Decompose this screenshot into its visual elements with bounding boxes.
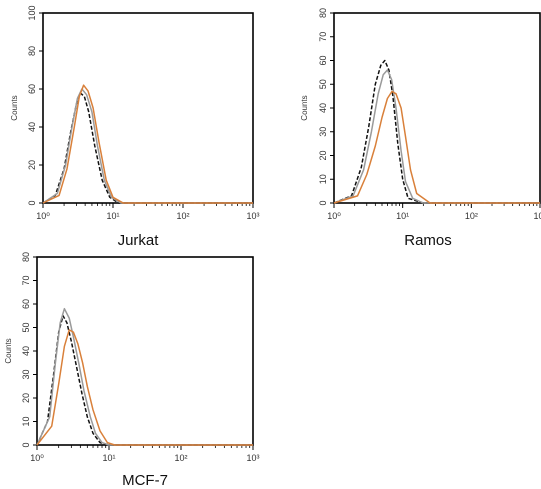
x-tick-label: 10⁰: [36, 211, 50, 221]
x-tick-label: 10¹: [102, 453, 115, 463]
tick-marks: [330, 12, 541, 208]
series-line-3: [36, 329, 253, 446]
series-group: [42, 84, 253, 204]
x-tick-label: 10²: [176, 211, 189, 221]
x-tick-label: 10³: [246, 211, 259, 221]
y-tick-label: 70: [21, 275, 31, 285]
panel-title: MCF-7: [122, 472, 168, 489]
x-tick-labels: 10⁰ 10¹ 10² 10³: [36, 211, 259, 221]
series-line-3: [333, 90, 540, 204]
y-tick-label: 100: [27, 5, 37, 20]
x-tick-label: 10²: [465, 211, 478, 221]
series-line-2: [333, 69, 540, 204]
tick-marks: [39, 12, 254, 208]
series-group: [36, 307, 253, 446]
plot-frame: [333, 12, 541, 204]
y-tick-label: 0: [27, 200, 37, 205]
panel-mcf7: Counts 0 10 20 30 40 50 60 70 80 10⁰ 10¹ 10² 10³ MC…: [4, 252, 260, 489]
y-tick-label: 80: [318, 8, 328, 18]
plot-frame: [42, 12, 254, 204]
y-tick-label: 30: [21, 369, 31, 379]
y-tick-label: 40: [27, 122, 37, 132]
plot-frame: [36, 256, 254, 446]
y-tick-label: 60: [318, 55, 328, 65]
x-tick-label: 10¹: [106, 211, 119, 221]
y-tick-label: 20: [318, 150, 328, 160]
y-axis-label: Counts: [10, 95, 19, 120]
series-group: [333, 59, 540, 204]
y-tick-label: 50: [21, 322, 31, 332]
series-line-3: [42, 84, 253, 204]
y-tick-label: 60: [21, 299, 31, 309]
panel-title: Ramos: [404, 232, 452, 249]
x-tick-label: 10³: [533, 211, 541, 221]
y-tick-label: 10: [318, 174, 328, 184]
panel-ramos: Counts 0 10 20 30 40 50 60 70 80 10⁰ 10¹ 10² 10³ Ra…: [300, 8, 541, 249]
x-tick-label: 10¹: [396, 211, 409, 221]
y-axis-label: Counts: [4, 338, 13, 363]
y-tick-label: 80: [27, 46, 37, 56]
series-line-2: [42, 88, 253, 204]
panel-jurkat: Counts 0 20 40 60 80 100 10⁰ 10¹ 10² 10³ Jurkat: [10, 5, 260, 249]
x-tick-label: 10⁰: [327, 211, 341, 221]
series-line-1: [333, 59, 540, 204]
y-tick-label: 60: [27, 84, 37, 94]
y-tick-label: 20: [21, 393, 31, 403]
y-tick-label: 70: [318, 32, 328, 42]
y-axis-label: Counts: [300, 95, 309, 120]
y-tick-label: 20: [27, 160, 37, 170]
series-line-2: [36, 307, 253, 446]
y-tick-label: 50: [318, 79, 328, 89]
y-tick-label: 0: [318, 200, 328, 205]
x-tick-label: 10⁰: [30, 453, 44, 463]
x-tick-label: 10³: [246, 453, 259, 463]
series-line-1: [42, 92, 253, 204]
y-tick-labels: 0 20 40 60 80 100: [27, 5, 37, 205]
x-tick-label: 10²: [174, 453, 187, 463]
y-tick-label: 40: [318, 103, 328, 113]
y-tick-label: 10: [21, 416, 31, 426]
y-tick-label: 0: [21, 442, 31, 447]
tick-marks: [33, 256, 254, 450]
y-tick-label: 80: [21, 252, 31, 262]
y-tick-label: 30: [318, 127, 328, 137]
y-tick-label: 40: [21, 346, 31, 356]
panel-title: Jurkat: [118, 232, 160, 249]
y-tick-labels: 0 10 20 30 40 50 60 70 80: [318, 8, 328, 206]
y-tick-labels: 0 10 20 30 40 50 60 70 80: [21, 252, 31, 448]
x-tick-labels: 10⁰ 10¹ 10² 10³: [30, 453, 259, 463]
x-tick-labels: 10⁰ 10¹ 10² 10³: [327, 211, 541, 221]
